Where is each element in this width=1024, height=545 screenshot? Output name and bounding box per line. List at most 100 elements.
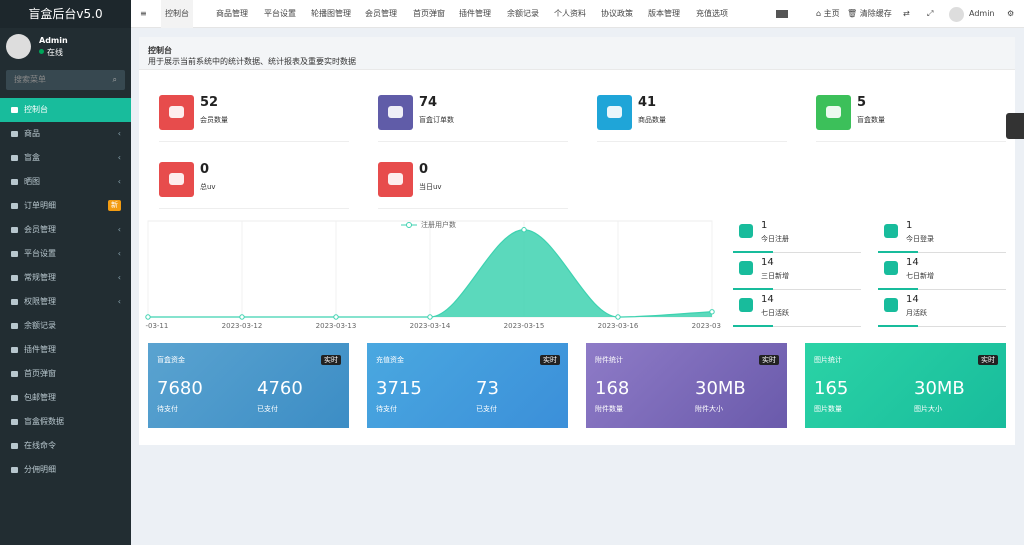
nav-tab[interactable]: 平台设置	[264, 9, 296, 18]
menu-item[interactable]: 订单明细 新	[0, 194, 131, 218]
card-label: 已支付	[476, 405, 497, 413]
menu-label: 首页弹窗	[24, 369, 56, 378]
nav-tab[interactable]: 个人资料	[554, 9, 586, 18]
nav-tab[interactable]: 控制台	[161, 0, 193, 28]
menu-icon	[11, 347, 18, 353]
mini-icon	[884, 298, 898, 312]
nav-tab[interactable]: 协议政策	[601, 9, 633, 18]
mini-value: 14	[906, 294, 919, 305]
nav-tab[interactable]: 首页弹窗	[413, 9, 445, 18]
menu-label: 订单明细	[24, 201, 56, 210]
menu-toggle[interactable]: ≡	[140, 9, 147, 18]
menu-item[interactable]: 控制台	[0, 98, 131, 122]
stat-glyph	[169, 106, 184, 118]
menu-icon	[11, 107, 18, 113]
menu-item[interactable]: 盲盒 ‹	[0, 146, 131, 170]
area	[148, 229, 712, 317]
stat-value: 74	[419, 95, 438, 110]
stat-value: 5	[857, 95, 867, 110]
menu-icon	[11, 251, 18, 257]
card-title: 充值资金	[376, 356, 404, 364]
menu-icon	[11, 131, 18, 137]
nav-tab[interactable]: 充值选项	[696, 9, 728, 18]
x-tick-label: 2023-03-13	[316, 322, 357, 330]
menu-item[interactable]: 插件管理	[0, 338, 131, 362]
card-value: 73	[476, 378, 499, 399]
menu-item[interactable]: 包邮管理	[0, 386, 131, 410]
menu-item[interactable]: 晒图 ‹	[0, 170, 131, 194]
nav-tab[interactable]: 商品管理	[216, 9, 248, 18]
menu-badge: 新	[108, 200, 121, 211]
settings-icon[interactable]: ⚙	[1007, 9, 1015, 18]
user-status: 在线	[47, 48, 63, 57]
stat-card: 附件统计 实时 168 附件数量 30MB 附件大小	[586, 343, 787, 428]
stat-value: 41	[638, 95, 657, 110]
menu-icon	[11, 299, 18, 305]
lang-icon[interactable]: ⇄	[903, 9, 910, 18]
stat-value: 0	[419, 162, 429, 177]
menu-item[interactable]: 盲盒假数据	[0, 410, 131, 434]
card-title: 盲盒资金	[157, 356, 185, 364]
menu-item[interactable]: 权限管理 ‹	[0, 290, 131, 314]
nav-tab[interactable]: 版本管理	[648, 9, 680, 18]
menu-item[interactable]: 常规管理 ‹	[0, 266, 131, 290]
card-value: 30MB	[695, 378, 746, 399]
theme-icon[interactable]	[776, 10, 788, 18]
menu-arrow: ‹	[117, 225, 121, 234]
stat-glyph	[169, 173, 184, 185]
stat-glyph	[388, 106, 403, 118]
home-text: 主页	[823, 9, 840, 18]
point	[427, 314, 433, 320]
stat-icon	[378, 95, 413, 130]
menu-item[interactable]: 在线命令	[0, 434, 131, 458]
menu-item[interactable]: 会员管理 ‹	[0, 218, 131, 242]
menu-icon	[11, 371, 18, 377]
menu-item[interactable]: 商品 ‹	[0, 122, 131, 146]
nav-tab[interactable]: 轮播图管理	[311, 9, 351, 18]
top-avatar[interactable]	[949, 7, 964, 22]
nav-tab[interactable]: 插件管理	[459, 9, 491, 18]
stat-icon	[816, 95, 851, 130]
nav-tab[interactable]: 会员管理	[365, 9, 397, 18]
card-value: 30MB	[914, 378, 965, 399]
menu-arrow: ‹	[117, 249, 121, 258]
menu-item[interactable]: 余额记录	[0, 314, 131, 338]
stat-box: 41 商品数量	[597, 95, 787, 142]
card-label: 图片大小	[914, 405, 942, 413]
menu-item[interactable]: 首页弹窗	[0, 362, 131, 386]
clear-cache[interactable]: 🗑 清除缓存	[847, 9, 892, 18]
point	[521, 227, 527, 233]
stat-card: 充值资金 实时 3715 待支付 73 已支付	[367, 343, 568, 428]
mini-icon	[884, 224, 898, 238]
search-box[interactable]: 搜索菜单 ⌕	[6, 70, 125, 90]
stat-label: 盲盒订单数	[419, 116, 454, 124]
fullscreen-icon[interactable]: ⤢	[927, 9, 934, 18]
menu-item[interactable]: 分佣明细	[0, 458, 131, 482]
stat-icon	[597, 95, 632, 130]
menu-arrow: ‹	[117, 273, 121, 282]
menu-item[interactable]: 平台设置 ‹	[0, 242, 131, 266]
nav-tab[interactable]: 余额记录	[507, 9, 539, 18]
menu-icon	[11, 467, 18, 473]
card-label: 附件数量	[595, 405, 623, 413]
stat-icon	[159, 95, 194, 130]
mini-stat: 1 今日登录	[878, 220, 1006, 253]
menu-label: 控制台	[24, 105, 48, 114]
stat-box: 0 总uv	[159, 162, 349, 209]
menu-label: 在线命令	[24, 441, 56, 450]
card-label: 待支付	[157, 405, 178, 413]
stat-icon	[378, 162, 413, 197]
mini-stat: 14 七日活跃	[733, 294, 861, 327]
side-tab[interactable]	[1006, 113, 1024, 139]
stat-label: 会员数量	[200, 116, 228, 124]
card-badge: 实时	[978, 355, 998, 365]
logo[interactable]: 盲盒后台v5.0	[0, 0, 131, 28]
point	[145, 314, 151, 320]
home-link[interactable]: ⌂ 主页	[816, 9, 840, 18]
page-title: 控制台	[148, 46, 172, 55]
card-value: 4760	[257, 378, 303, 399]
top-user[interactable]: Admin	[969, 9, 995, 18]
stat-value: 52	[200, 95, 219, 110]
menu-icon	[11, 395, 18, 401]
